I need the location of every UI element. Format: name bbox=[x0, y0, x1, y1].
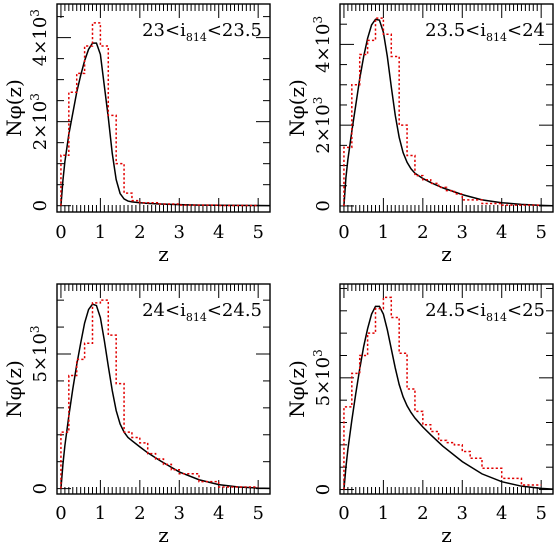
x-tick-label: 1 bbox=[378, 503, 389, 524]
x-tick-label: 4 bbox=[496, 503, 507, 524]
y-axis-label: Nφ(z) bbox=[2, 79, 26, 137]
x-axis-label: z bbox=[441, 523, 452, 546]
x-tick-label: 3 bbox=[174, 222, 185, 243]
histogram bbox=[343, 17, 542, 206]
panel-23-23.5: 0 1 2 3 4 5 0 2×103 4×103 z Nφ(z) 23<i814<23.5 bbox=[2, 3, 271, 266]
y-tick-label: 0 bbox=[30, 483, 51, 494]
x-tick-label: 5 bbox=[535, 222, 546, 243]
x-tick-label: 4 bbox=[213, 503, 224, 524]
histogram bbox=[343, 296, 542, 490]
data-area bbox=[60, 299, 270, 490]
histogram bbox=[60, 22, 259, 207]
y-tick-label: 2×103 bbox=[28, 93, 51, 150]
x-tick-label: 0 bbox=[55, 503, 66, 524]
y-tick-label: 5×103 bbox=[28, 325, 51, 382]
x-tick-label: 1 bbox=[95, 222, 106, 243]
x-tick-label: 3 bbox=[174, 503, 185, 524]
magnitude-range-label: 24<i814<24.5 bbox=[142, 300, 262, 324]
x-tick-label: 2 bbox=[417, 222, 428, 243]
y-tick-label: 5×103 bbox=[311, 349, 334, 406]
histogram bbox=[60, 299, 259, 489]
model-curve bbox=[60, 303, 270, 490]
x-axis-label: z bbox=[158, 523, 169, 546]
x-tick-label: 1 bbox=[378, 222, 389, 243]
x-tick-label: 4 bbox=[213, 222, 224, 243]
magnitude-range-label: 23<i814<23.5 bbox=[142, 20, 262, 44]
x-axis-label: z bbox=[441, 242, 452, 266]
panel-24.5-25: 0 1 2 3 4 5 0 5×103 z Nφ(z) 24.5<i814<25 bbox=[285, 283, 554, 546]
y-tick-label: 0 bbox=[30, 200, 51, 211]
y-tick-label: 0 bbox=[313, 484, 334, 495]
x-tick-label: 2 bbox=[134, 222, 145, 243]
x-tick-label: 0 bbox=[55, 222, 66, 243]
model-curve bbox=[343, 305, 553, 490]
y-tick-label: 4×103 bbox=[28, 9, 51, 66]
data-area bbox=[343, 17, 553, 207]
y-tick-label: 4×103 bbox=[311, 16, 334, 73]
model-curve bbox=[343, 18, 553, 207]
x-tick-label: 0 bbox=[338, 222, 349, 243]
magnitude-range-label: 24.5<i814<25 bbox=[425, 300, 545, 324]
x-tick-label: 2 bbox=[134, 503, 145, 524]
y-axis-label: Nφ(z) bbox=[2, 360, 26, 418]
x-tick-label: 3 bbox=[457, 503, 468, 524]
panel-23.5-24: 0 1 2 3 4 5 0 2×103 4×103 z Nφ(z) 23.5<i814<24 bbox=[285, 3, 554, 266]
panel-24-24.5: 0 1 2 3 4 5 0 5×103 z Nφ(z) 24<i814<24.5 bbox=[2, 283, 271, 546]
x-tick-label: 0 bbox=[338, 503, 349, 524]
x-tick-label: 4 bbox=[496, 222, 507, 243]
y-tick-label: 0 bbox=[313, 200, 334, 211]
x-axis-label: z bbox=[158, 242, 169, 266]
y-axis-label: Nφ(z) bbox=[285, 79, 309, 137]
data-area bbox=[343, 296, 553, 490]
magnitude-range-label: 23.5<i814<24 bbox=[425, 20, 545, 44]
x-tick-label: 5 bbox=[252, 222, 263, 243]
y-axis-label: Nφ(z) bbox=[285, 360, 309, 418]
x-tick-label: 2 bbox=[417, 503, 428, 524]
model-curve bbox=[60, 42, 270, 207]
x-tick-label: 5 bbox=[252, 503, 263, 524]
x-tick-label: 1 bbox=[95, 503, 106, 524]
x-tick-label: 5 bbox=[535, 503, 546, 524]
x-tick-label: 3 bbox=[457, 222, 468, 243]
y-tick-label: 2×103 bbox=[311, 97, 334, 154]
data-area bbox=[60, 22, 270, 207]
